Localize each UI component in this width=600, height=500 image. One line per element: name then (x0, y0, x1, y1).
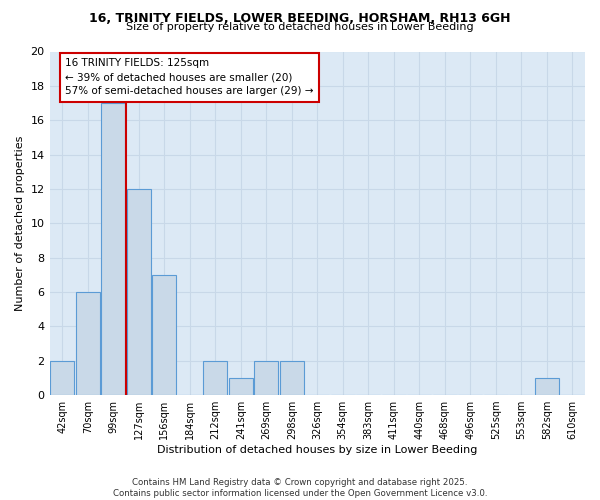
Bar (254, 360, 278, 395)
Y-axis label: Number of detached properties: Number of detached properties (15, 136, 25, 311)
Text: 16 TRINITY FIELDS: 125sqm
← 39% of detached houses are smaller (20)
57% of semi-: 16 TRINITY FIELDS: 125sqm ← 39% of detac… (65, 58, 314, 96)
Text: 16, TRINITY FIELDS, LOWER BEEDING, HORSHAM, RH13 6GH: 16, TRINITY FIELDS, LOWER BEEDING, HORSH… (89, 12, 511, 26)
Bar (229, 378, 253, 395)
Bar (76, 292, 100, 395)
Bar (50, 360, 74, 395)
Bar (101, 103, 125, 395)
Bar (203, 360, 227, 395)
Bar (152, 275, 176, 395)
Bar (127, 189, 151, 395)
Text: Contains HM Land Registry data © Crown copyright and database right 2025.
Contai: Contains HM Land Registry data © Crown c… (113, 478, 487, 498)
Text: Size of property relative to detached houses in Lower Beeding: Size of property relative to detached ho… (126, 22, 474, 32)
X-axis label: Distribution of detached houses by size in Lower Beeding: Distribution of detached houses by size … (157, 445, 478, 455)
Bar (280, 360, 304, 395)
Bar (535, 378, 559, 395)
